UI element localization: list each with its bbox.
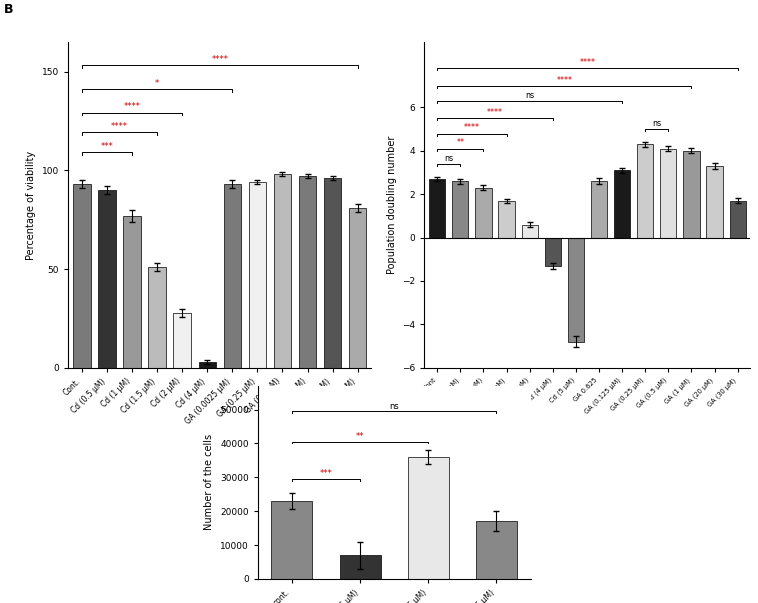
Bar: [476, 522, 517, 579]
Bar: [522, 224, 537, 238]
Bar: [224, 185, 241, 368]
Bar: [274, 174, 291, 368]
Bar: [99, 190, 116, 368]
Bar: [684, 151, 700, 238]
Text: ****: ****: [211, 55, 228, 64]
Text: B: B: [4, 3, 14, 16]
Bar: [271, 501, 312, 579]
Bar: [614, 170, 630, 238]
Text: ****: ****: [464, 123, 480, 132]
Text: ns: ns: [652, 119, 662, 128]
Bar: [730, 201, 746, 238]
Text: *: *: [155, 78, 159, 87]
Bar: [637, 144, 653, 238]
Bar: [324, 178, 341, 368]
Bar: [199, 362, 216, 368]
Bar: [591, 181, 607, 238]
Bar: [660, 148, 676, 238]
Text: ***: ***: [320, 469, 332, 478]
Y-axis label: Population doubling number: Population doubling number: [387, 136, 396, 274]
Bar: [429, 179, 445, 238]
Text: ns: ns: [390, 402, 399, 411]
Bar: [453, 181, 468, 238]
Text: **: **: [356, 432, 365, 441]
Y-axis label: Percentage of viability: Percentage of viability: [27, 151, 36, 259]
Text: ****: ****: [124, 103, 141, 112]
Bar: [408, 457, 449, 579]
Text: ****: ****: [556, 75, 572, 84]
Bar: [174, 312, 191, 368]
Bar: [475, 188, 491, 238]
Bar: [706, 166, 722, 238]
Text: ns: ns: [444, 154, 453, 163]
Text: ****: ****: [487, 108, 503, 117]
Bar: [74, 185, 91, 368]
Text: ns: ns: [525, 90, 534, 99]
Bar: [149, 267, 166, 368]
Bar: [545, 238, 561, 266]
Bar: [340, 555, 381, 579]
Bar: [249, 182, 266, 368]
Y-axis label: Number of the cells: Number of the cells: [205, 434, 215, 531]
Text: ****: ****: [579, 58, 596, 67]
Text: **: **: [456, 139, 465, 148]
Bar: [124, 216, 141, 368]
Bar: [299, 177, 316, 368]
Bar: [499, 201, 515, 238]
Text: ****: ****: [111, 122, 128, 131]
Bar: [568, 238, 584, 342]
Bar: [349, 208, 366, 368]
Text: ***: ***: [101, 142, 114, 151]
